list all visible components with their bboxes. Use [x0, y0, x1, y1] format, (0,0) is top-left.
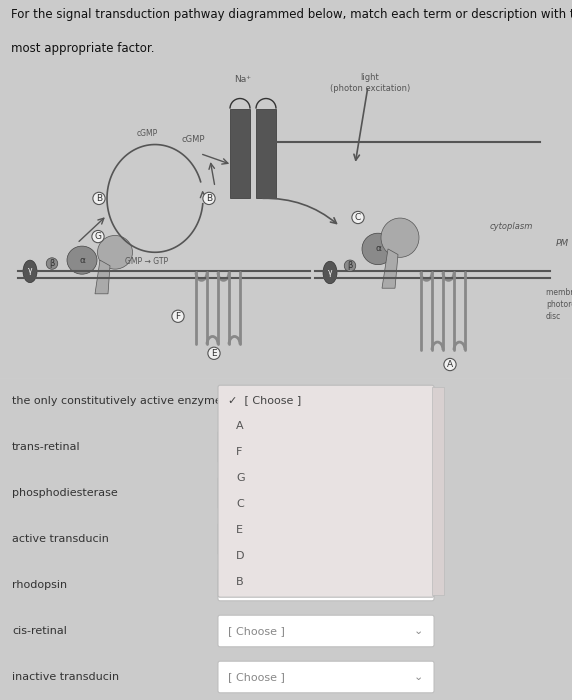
FancyBboxPatch shape: [218, 523, 434, 555]
Text: α: α: [375, 244, 381, 253]
Text: β: β: [347, 261, 353, 270]
Text: ⌄: ⌄: [414, 672, 423, 682]
Text: β: β: [49, 259, 55, 268]
Ellipse shape: [362, 233, 394, 265]
Ellipse shape: [67, 246, 97, 274]
Ellipse shape: [97, 235, 133, 269]
Text: [ Choose ]: [ Choose ]: [228, 534, 285, 544]
Text: light
(photon excitation): light (photon excitation): [330, 73, 410, 93]
FancyBboxPatch shape: [218, 385, 434, 597]
Text: cis-retinal: cis-retinal: [12, 626, 67, 636]
Text: F: F: [176, 312, 181, 321]
Text: ⌄: ⌄: [414, 626, 423, 636]
Text: GMP → GTP: GMP → GTP: [125, 256, 169, 265]
Text: [ Choose ]: [ Choose ]: [228, 626, 285, 636]
Text: cytoplasm: cytoplasm: [490, 222, 533, 231]
Text: the only constitutively active enzyme: the only constitutively active enzyme: [12, 396, 222, 406]
Polygon shape: [230, 108, 250, 198]
Text: [ Choose ]: [ Choose ]: [228, 672, 285, 682]
Polygon shape: [256, 108, 276, 198]
Text: γ: γ: [28, 266, 32, 274]
FancyBboxPatch shape: [218, 662, 434, 693]
FancyBboxPatch shape: [218, 477, 434, 509]
Text: ⌄: ⌄: [414, 534, 423, 544]
Text: membrane of
photoreactive
disc: membrane of photoreactive disc: [546, 288, 572, 321]
Text: B: B: [96, 194, 102, 203]
Text: Na⁺: Na⁺: [235, 75, 252, 84]
Text: PM: PM: [556, 239, 569, 248]
Text: ⌄: ⌄: [414, 442, 423, 452]
Text: For the signal transduction pathway diagrammed below, match each term or descrip: For the signal transduction pathway diag…: [11, 8, 572, 21]
Text: A: A: [236, 421, 244, 431]
Text: cGMP: cGMP: [136, 129, 158, 138]
Text: rhodopsin: rhodopsin: [12, 580, 67, 590]
Polygon shape: [382, 249, 398, 288]
Ellipse shape: [381, 218, 419, 258]
FancyBboxPatch shape: [218, 569, 434, 601]
Text: B: B: [206, 194, 212, 203]
Text: [ Choose ]: [ Choose ]: [228, 580, 285, 590]
Text: B: B: [236, 578, 244, 587]
Text: [ Choose ]: [ Choose ]: [228, 442, 285, 452]
Text: C: C: [236, 499, 244, 509]
Text: inactive transducin: inactive transducin: [12, 672, 119, 682]
Text: most appropriate factor.: most appropriate factor.: [11, 42, 155, 55]
Text: [ Choose ]: [ Choose ]: [228, 488, 285, 498]
Ellipse shape: [23, 260, 37, 283]
Text: F: F: [236, 447, 243, 457]
FancyBboxPatch shape: [432, 387, 444, 595]
Text: ⌄: ⌄: [414, 488, 423, 498]
Text: ✓  [ Choose ]: ✓ [ Choose ]: [228, 395, 301, 405]
Text: A: A: [447, 360, 453, 369]
FancyBboxPatch shape: [218, 615, 434, 647]
Text: D: D: [236, 551, 244, 561]
Text: G: G: [94, 232, 101, 241]
Text: phosphodiesterase: phosphodiesterase: [12, 488, 118, 498]
Text: E: E: [211, 349, 217, 358]
Text: trans-retinal: trans-retinal: [12, 442, 81, 452]
Text: E: E: [236, 525, 243, 536]
Text: α: α: [79, 256, 85, 265]
Polygon shape: [95, 260, 110, 294]
Ellipse shape: [323, 261, 337, 284]
FancyBboxPatch shape: [218, 431, 434, 463]
Text: cGMP: cGMP: [181, 135, 205, 144]
Text: C: C: [355, 213, 361, 222]
Text: active transducin: active transducin: [12, 534, 109, 544]
Text: G: G: [236, 473, 245, 483]
Text: γ: γ: [328, 268, 332, 277]
Text: ⌄: ⌄: [414, 580, 423, 590]
